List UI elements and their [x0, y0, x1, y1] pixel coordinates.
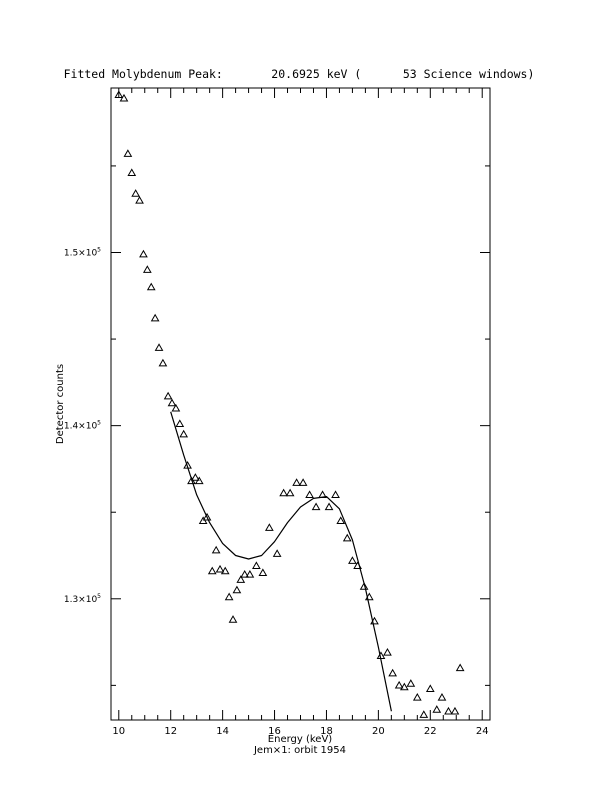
data-point — [135, 196, 144, 204]
data-points — [114, 90, 465, 718]
data-point — [139, 249, 148, 258]
y-tick-label: 1.4×105 — [64, 420, 101, 432]
x-tick-label: 12 — [164, 726, 177, 737]
x-tick-label: 14 — [216, 726, 229, 737]
data-point — [318, 490, 327, 499]
data-point — [167, 398, 177, 407]
data-point — [324, 502, 334, 511]
data-point — [342, 533, 352, 542]
data-point — [228, 615, 238, 623]
data-point — [252, 561, 261, 570]
data-point — [364, 592, 374, 601]
data-point — [311, 502, 321, 511]
data-point — [292, 478, 301, 486]
data-point — [298, 478, 308, 486]
data-point — [150, 313, 160, 322]
data-point — [412, 692, 422, 701]
data-point — [383, 647, 392, 656]
data-point — [123, 149, 133, 157]
data-point — [388, 668, 398, 677]
x-tick-label: 10 — [112, 726, 125, 737]
data-point — [359, 582, 369, 590]
data-point — [348, 556, 357, 564]
data-point — [215, 564, 225, 573]
fit-curve-group — [170, 411, 392, 712]
data-point — [202, 512, 212, 521]
chart-title: Fitted Molybdenum Peak: 20.6925 keV ( 53… — [64, 67, 535, 81]
data-point — [119, 93, 129, 102]
data-point — [285, 488, 295, 497]
data-point — [224, 592, 234, 601]
data-point — [191, 473, 200, 481]
data-point — [245, 570, 255, 578]
x-tick-label: 24 — [476, 726, 489, 737]
data-point — [376, 651, 386, 660]
data-point — [211, 545, 221, 554]
data-point — [425, 684, 435, 692]
data-point — [154, 343, 164, 351]
data-point — [179, 429, 189, 438]
data-point — [279, 488, 288, 497]
data-point — [131, 189, 141, 197]
x-axis-label: Energy (keV) — [268, 734, 333, 745]
data-point — [264, 523, 274, 531]
plot-frame — [110, 87, 491, 721]
fit-curve — [170, 411, 392, 712]
data-point — [142, 265, 152, 273]
data-point — [232, 585, 242, 594]
y-tick-label: 1.3×105 — [64, 593, 101, 605]
x-tick-label: 18 — [320, 726, 333, 737]
data-point — [419, 710, 429, 718]
data-point — [394, 680, 404, 689]
data-point — [220, 566, 230, 575]
data-point — [158, 358, 168, 367]
data-point — [455, 663, 465, 672]
data-point — [437, 692, 447, 701]
x-tick-label: 20 — [372, 726, 385, 737]
data-point — [163, 391, 173, 400]
data-point — [450, 706, 460, 715]
data-point — [127, 168, 137, 176]
data-point — [336, 516, 346, 525]
data-point — [331, 490, 340, 499]
data-point — [444, 706, 453, 715]
data-point — [236, 575, 246, 583]
data-point — [406, 679, 416, 687]
data-point — [194, 476, 204, 485]
data-point — [146, 282, 156, 291]
data-point — [207, 566, 217, 575]
data-point — [432, 705, 442, 713]
x-tick-label: 16 — [268, 726, 281, 737]
footer-label: Jem×1: orbit 1954 — [253, 745, 346, 756]
x-tick-label: 22 — [424, 726, 437, 737]
data-point — [353, 561, 362, 570]
data-point — [175, 419, 185, 428]
data-point — [399, 682, 409, 691]
y-tick-label: 1.5×105 — [64, 246, 101, 258]
data-point — [114, 90, 124, 99]
data-point — [305, 490, 314, 499]
y-ticks: 1.3×105 1.4×105 1.5×105 — [64, 165, 490, 686]
data-point — [272, 549, 282, 557]
data-point — [370, 616, 379, 625]
data-point — [240, 570, 250, 578]
x-ticks: 10 12 14 16 18 20 22 24 — [112, 88, 489, 737]
data-point — [183, 460, 192, 469]
data-point — [171, 403, 181, 412]
data-point — [258, 568, 268, 576]
y-axis-label: Detector counts — [55, 364, 66, 444]
